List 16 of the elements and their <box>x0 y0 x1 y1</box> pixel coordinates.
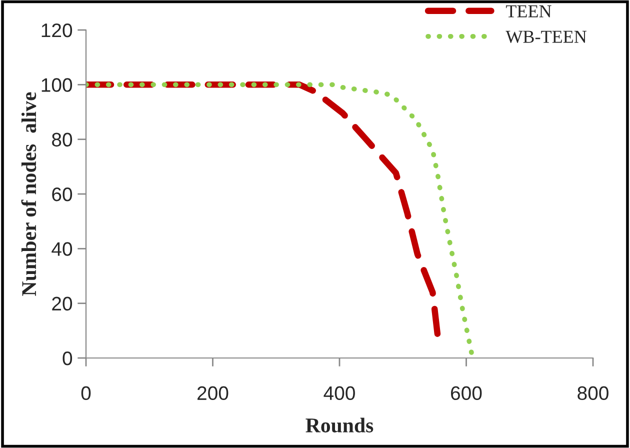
y-tick-label: 80 <box>52 132 72 147</box>
y-tick-label: 40 <box>52 242 72 256</box>
x-tick-label: 0 <box>81 386 91 400</box>
y-tick-label: 60 <box>52 187 72 202</box>
x-tick-label: 400 <box>324 386 355 400</box>
y-tick-label: 100 <box>42 78 72 92</box>
y-tick-label: 0 <box>62 351 72 366</box>
legend-label: TEEN <box>506 5 552 18</box>
x-tick-label: 200 <box>198 386 228 400</box>
y-tick-label: 120 <box>42 23 72 38</box>
y-tick-label: 20 <box>52 296 72 311</box>
y-axis-title: Number of nodes alive <box>21 92 36 296</box>
x-tick-label: 600 <box>451 386 482 400</box>
legend-label: WB-TEEN <box>506 30 586 43</box>
x-axis-title: Rounds <box>306 418 374 433</box>
x-tick-label: 800 <box>578 386 608 400</box>
